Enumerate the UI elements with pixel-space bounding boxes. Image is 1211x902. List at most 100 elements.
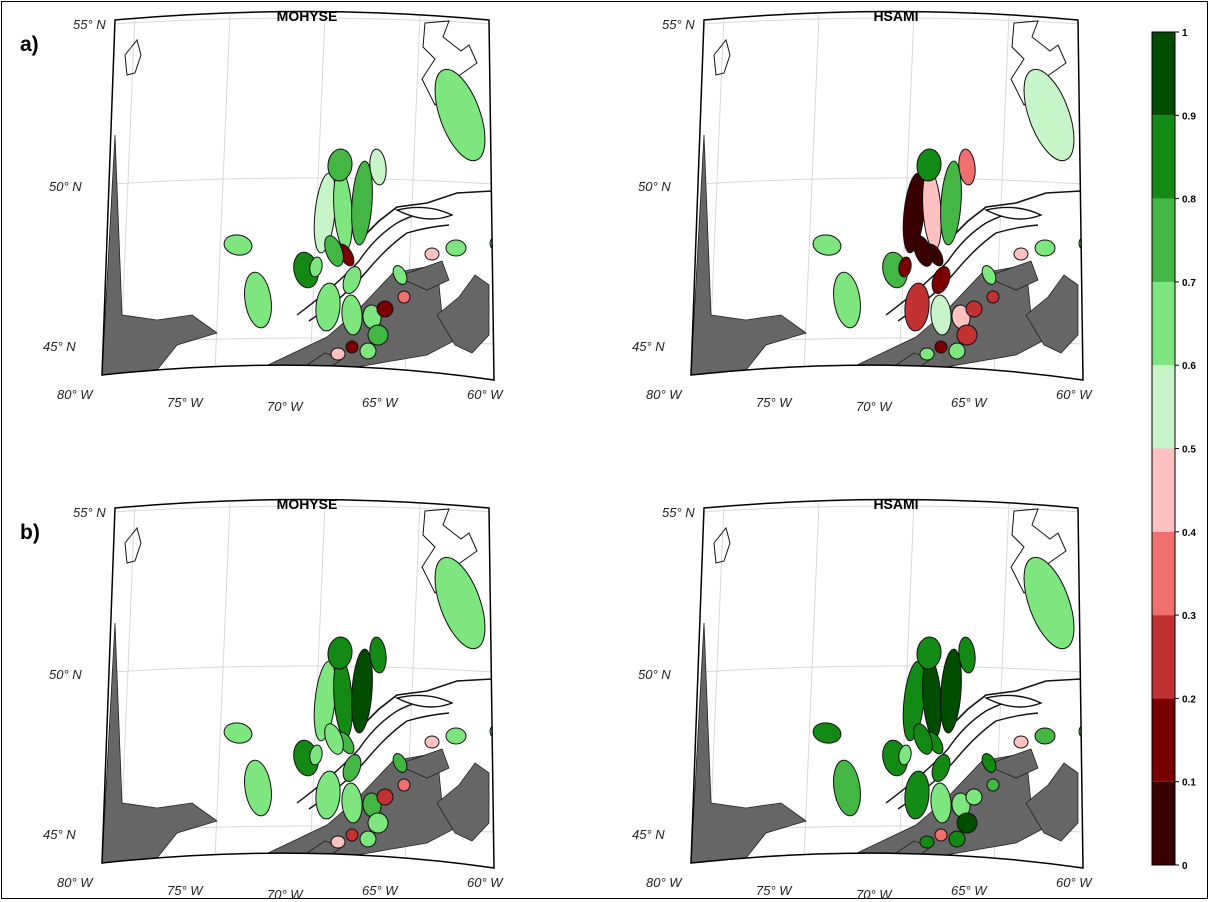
coastline	[953, 678, 1082, 724]
coastline	[421, 20, 478, 106]
island	[394, 206, 454, 220]
coastline	[364, 678, 493, 724]
basin-shape	[1094, 215, 1110, 235]
basin-shape	[244, 271, 272, 329]
basin-shape	[342, 266, 362, 294]
basin-shape	[1087, 254, 1101, 266]
land-mass	[984, 748, 1039, 779]
basin-shape	[341, 782, 363, 824]
basin-shape	[934, 828, 948, 842]
basin-shape	[913, 723, 933, 755]
basin-shape	[916, 636, 942, 670]
land-mass	[691, 134, 807, 376]
map-frame	[690, 498, 1084, 869]
basin-shape	[498, 742, 512, 754]
colorbar-segment	[1152, 32, 1175, 116]
basin-shape	[327, 148, 353, 182]
basin-shape	[367, 812, 389, 834]
island	[983, 206, 1043, 220]
basin-shape	[315, 282, 341, 332]
basin-shape	[1080, 555, 1141, 650]
basin-shape	[309, 744, 323, 766]
colorbar-tick-label: 0.7	[1182, 278, 1196, 289]
basin-shape	[1034, 727, 1056, 745]
basin-shape	[345, 340, 359, 354]
lon-label: 60° W	[1056, 387, 1093, 402]
basin-shape	[526, 97, 569, 170]
lon-label: 80° W	[646, 387, 683, 402]
basin-shape	[491, 555, 552, 650]
land-mass	[436, 762, 490, 842]
lon-label: 80° W	[57, 387, 94, 402]
grid-line	[691, 505, 1083, 514]
basin-shape	[359, 342, 377, 360]
basin-shape	[833, 759, 861, 817]
basin-shape	[919, 347, 935, 361]
basin-shape	[898, 744, 912, 766]
colorbar-tick-label: 0.6	[1182, 361, 1196, 372]
grid-line	[691, 665, 1083, 674]
island	[394, 694, 454, 708]
basin-shape	[397, 290, 411, 304]
land-mass	[102, 134, 218, 376]
basin-shape	[940, 160, 962, 246]
basin-shape	[930, 782, 952, 824]
basin-shape	[392, 753, 408, 773]
map-title: HSAMI	[873, 496, 918, 512]
lat-label: 55° N	[662, 17, 695, 32]
coastline	[1010, 508, 1067, 594]
colorbar: 0 0.1 0.2 0.3 0.4 0.5 0.6 0.7 0.8 0.9 1	[1151, 28, 1196, 872]
basin-shape	[526, 585, 569, 658]
lat-label: 45° N	[632, 339, 665, 354]
basin-shape	[330, 835, 346, 849]
basin-shape	[948, 342, 966, 360]
grid-line	[1088, 15, 1104, 395]
basin-shape	[812, 722, 842, 744]
colorbar-segment	[1152, 365, 1175, 449]
lat-label: 45° N	[632, 827, 665, 842]
colorbar-tick-label: 0.3	[1182, 611, 1196, 622]
basin-shape	[315, 770, 341, 820]
grid-line	[213, 14, 231, 380]
basin-shape	[342, 754, 362, 782]
lon-label: 80° W	[57, 875, 94, 890]
grid-line	[802, 14, 820, 380]
map-panel: HSAMI 55° N 50° N 45° N 80° W 75° W 70° W 65° W…	[632, 8, 1110, 414]
lon-label: 75° W	[167, 883, 204, 898]
basin-shape	[330, 347, 346, 361]
basin-shape	[505, 215, 521, 235]
basin-shape	[445, 727, 467, 745]
land-mass	[691, 622, 807, 864]
basin-shape	[324, 723, 344, 755]
colorbar-tick-label: 0.4	[1182, 528, 1196, 539]
colorbar-segment	[1152, 448, 1175, 532]
basin-shape	[948, 830, 966, 848]
lon-label: 60° W	[467, 875, 504, 890]
basin-shape	[445, 239, 467, 257]
colorbar-tick-label: 0	[1182, 861, 1188, 872]
basin-shape	[424, 735, 440, 749]
basin-shape	[1078, 233, 1083, 253]
coastline	[1010, 20, 1067, 106]
grid-line	[102, 665, 494, 674]
basin-shape	[931, 266, 951, 294]
basin-shape	[1034, 239, 1056, 257]
basin-shape	[244, 759, 272, 817]
basin-shape	[981, 265, 997, 285]
basin-shape	[958, 148, 976, 186]
basin-shape	[1078, 721, 1083, 741]
grid-line	[802, 502, 820, 868]
coastline	[713, 526, 731, 564]
colorbar-segment	[1152, 615, 1175, 699]
lon-label: 70° W	[267, 887, 304, 902]
basin-shape	[981, 753, 997, 773]
basin-shape	[965, 300, 983, 318]
island	[983, 694, 1043, 708]
lon-label: 65° W	[362, 395, 399, 410]
basin-shape	[341, 294, 363, 336]
basin-shape	[931, 754, 951, 782]
basin-shape	[904, 770, 930, 820]
basin-shape	[986, 778, 1000, 792]
basin-shape	[956, 324, 978, 346]
colorbar-segment	[1152, 115, 1175, 199]
